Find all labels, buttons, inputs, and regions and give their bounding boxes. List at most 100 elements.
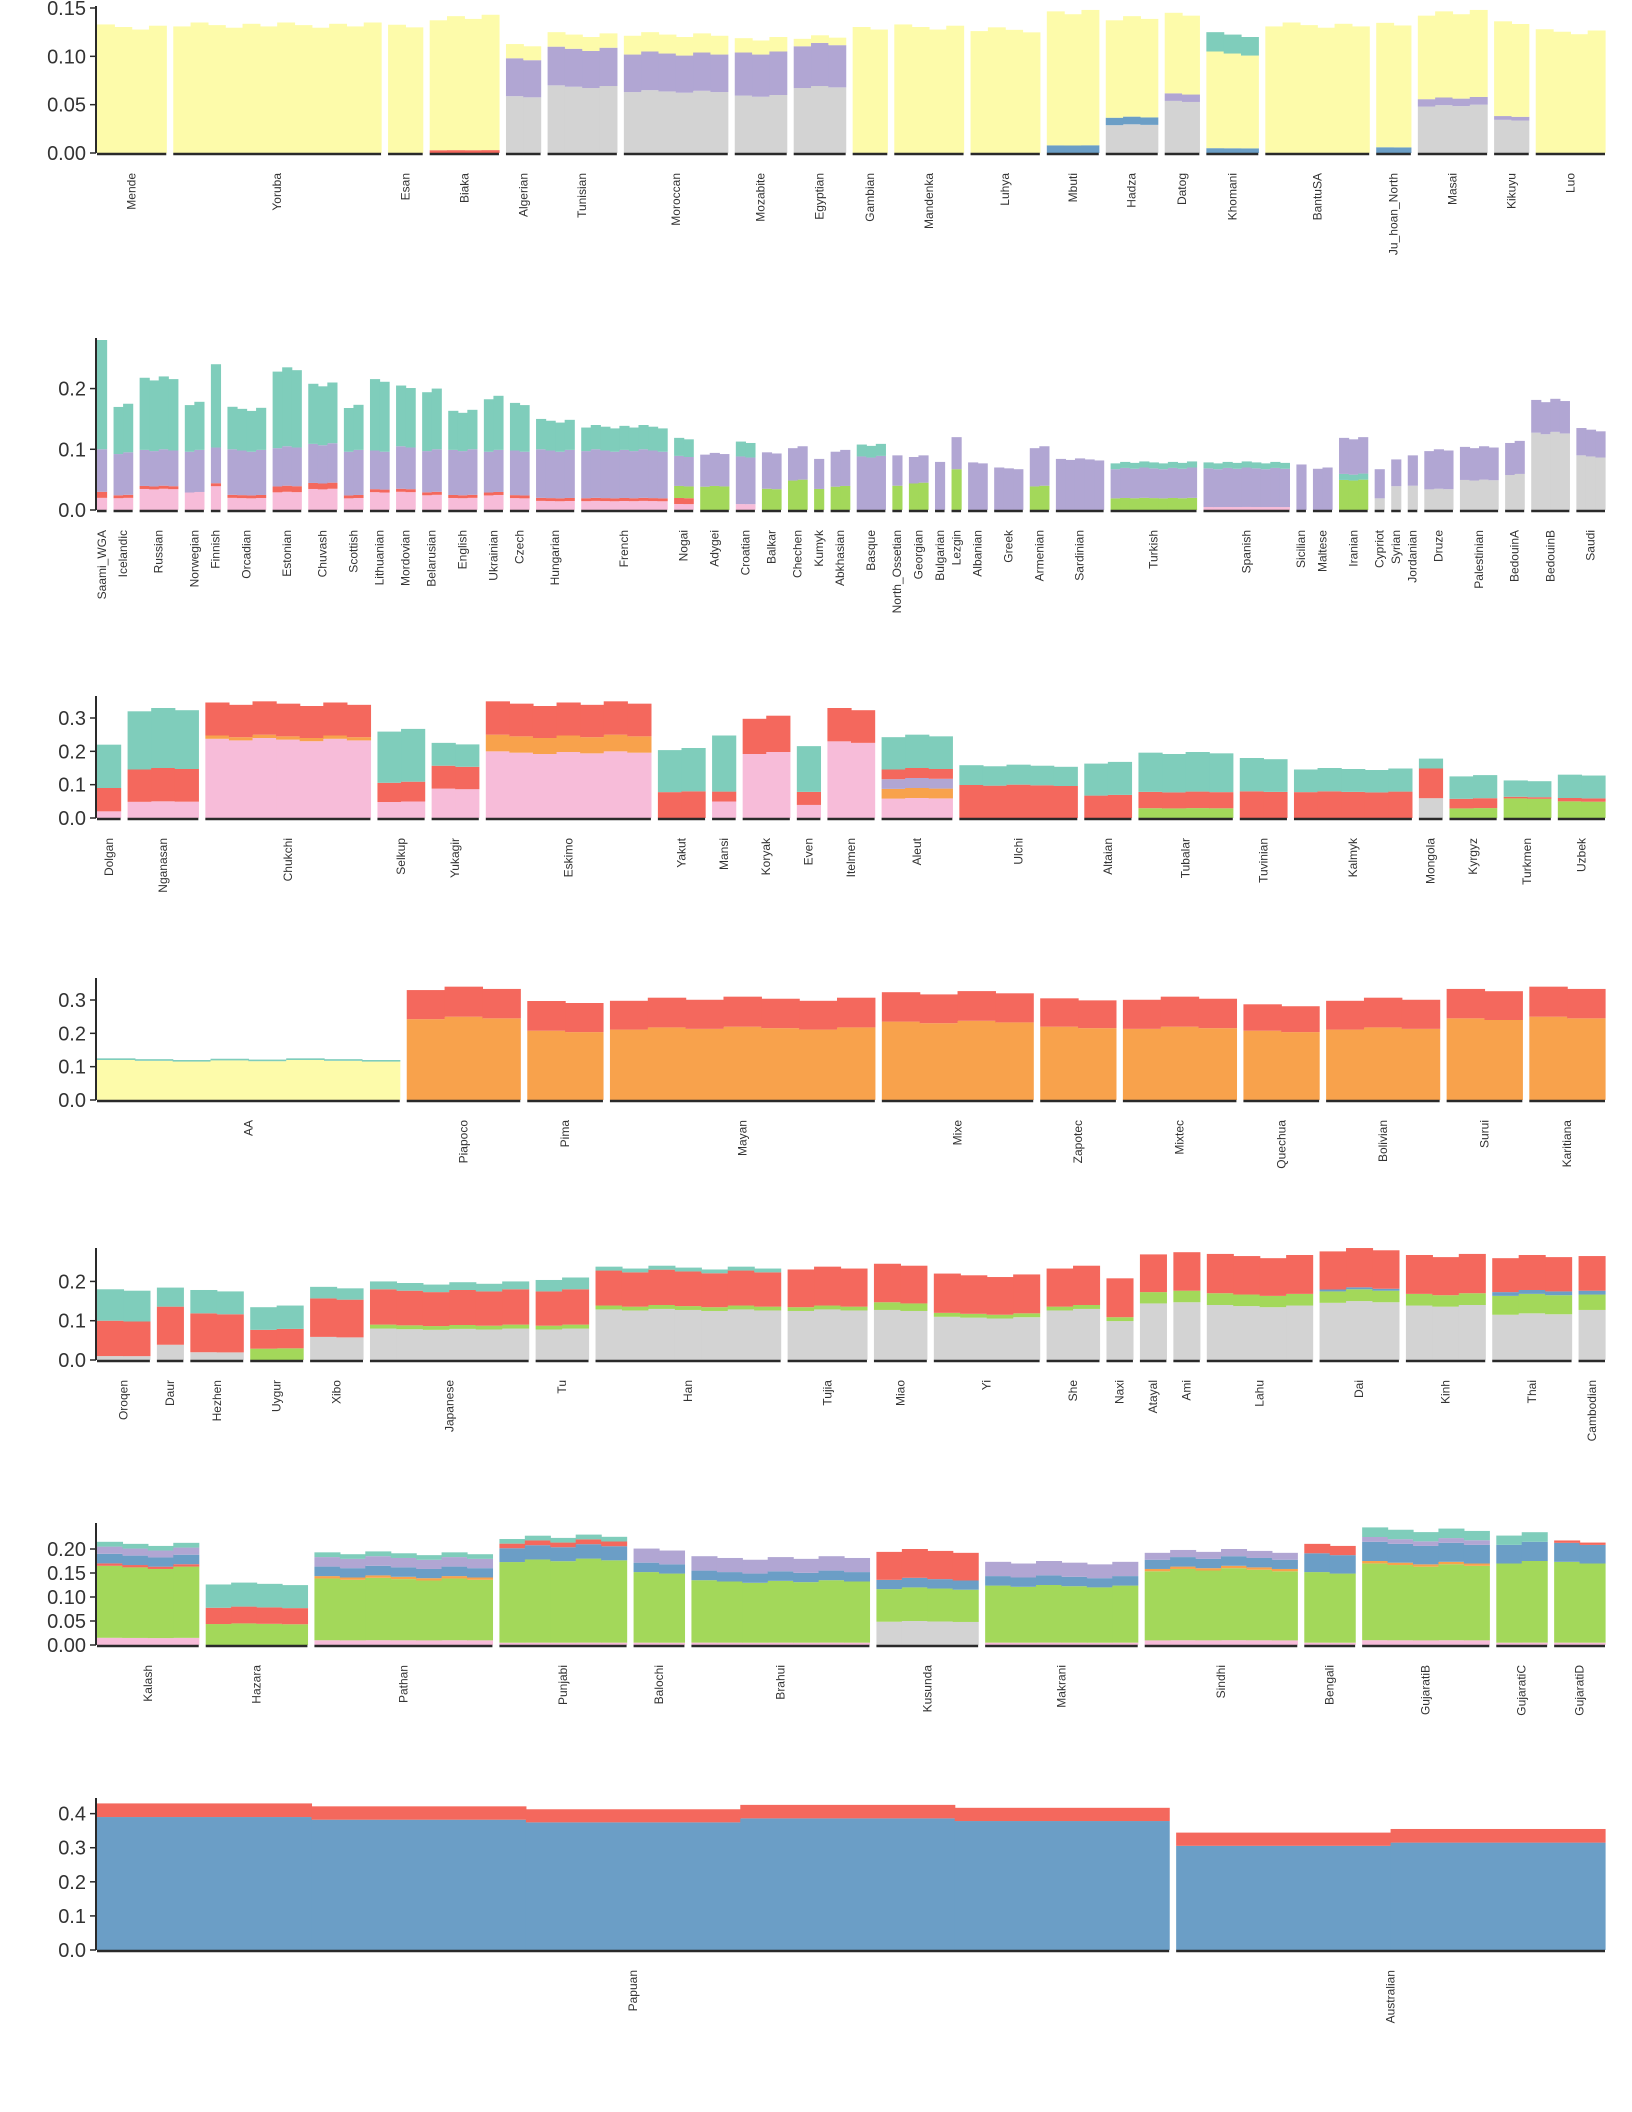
bar-segment-teal	[343, 408, 355, 452]
bar-segment-red	[123, 1321, 151, 1357]
bar-segment-lavender	[1559, 401, 1570, 434]
bar-segment-lavender	[483, 451, 495, 493]
bar-segment-teal	[151, 708, 176, 768]
group-label: Basque	[864, 530, 878, 571]
bar-segment-pink	[1170, 1640, 1197, 1645]
bar-segment-teal	[674, 437, 685, 456]
bar-segment-lavender	[379, 451, 390, 490]
bar-segment-yellow	[1299, 25, 1318, 153]
bar-segment-green	[952, 1589, 979, 1622]
bar-segment-teal	[190, 1289, 218, 1314]
bar-segment-red	[928, 769, 953, 779]
bar-segment-red	[1138, 791, 1163, 809]
bar-segment-teal	[982, 766, 1008, 786]
bar-segment-orange	[314, 1576, 341, 1579]
group-papuan: Papuan	[97, 1803, 1170, 2011]
group-label: Chechen	[791, 530, 805, 578]
bar-segment-teal	[210, 1058, 249, 1061]
bar-segment-lavender	[256, 449, 267, 495]
group-label: BantuSA	[1310, 173, 1324, 220]
bar-segment-green	[1362, 1563, 1389, 1641]
bar-segment-red	[638, 497, 649, 501]
bar-segment-pink	[353, 497, 364, 510]
bar-segment-red	[545, 498, 556, 502]
bar-segment-lavender	[149, 451, 160, 487]
bar-segment-red	[648, 498, 659, 502]
bar-segment-teal	[210, 364, 222, 448]
bar-segment-teal	[550, 1537, 577, 1543]
group-label: Georgian	[911, 530, 925, 579]
bar-segment-blue	[1319, 1289, 1347, 1292]
group-label: Chukchi	[281, 838, 295, 881]
bar-segment-green	[1162, 808, 1187, 818]
bar-segment-red	[960, 1275, 988, 1314]
bar-segment-teal	[172, 1060, 212, 1062]
bar-segment-lavender	[1540, 402, 1551, 435]
bar-segment-yellow	[1435, 11, 1454, 98]
bar-segment-lavender	[719, 454, 730, 487]
group-maltese: Maltese	[1312, 467, 1333, 572]
bar-segment-blue	[1362, 1541, 1389, 1561]
bar-segment-lavender	[173, 1547, 200, 1555]
bar-segment-grey	[960, 1317, 988, 1360]
bar-segment-lavender	[1167, 467, 1179, 498]
bar-segment-green	[1138, 808, 1163, 818]
bar-segment-green	[1496, 1563, 1523, 1643]
bar-segment-green	[633, 1572, 660, 1643]
group-turkmen: Turkmen	[1503, 780, 1552, 885]
bar-segment-red	[276, 1328, 304, 1349]
bar-segment-blue	[1206, 148, 1225, 153]
bar-segment-green	[1581, 801, 1606, 818]
bar-segment-teal	[1158, 463, 1169, 470]
bar-segment-grey	[1443, 489, 1454, 510]
bar-segment-red	[1388, 791, 1413, 818]
group-mordovian: Mordovian	[396, 385, 416, 586]
bar-segment-blue	[1046, 145, 1065, 153]
group-icelandic: Icelandic	[113, 403, 134, 577]
bar-segment-red	[1401, 999, 1441, 1029]
bar-segment-red	[1106, 1278, 1134, 1318]
group-label: Kikuyu	[1504, 173, 1518, 209]
bar-segment-lavender	[828, 45, 847, 88]
bar-segment-grey	[1469, 104, 1488, 153]
bar-segment-pink	[194, 491, 205, 510]
bar-segment-orange	[995, 1022, 1034, 1100]
bar-segment-teal	[139, 377, 150, 450]
bar-segment-lavender	[1086, 1564, 1113, 1579]
bar-segment-teal	[1148, 462, 1159, 469]
group-label: Lezgin	[949, 530, 963, 565]
bar-segment-lavender	[830, 451, 841, 487]
bar-segment-green	[844, 1581, 871, 1643]
bar-segment-yellow	[1046, 11, 1065, 146]
bar-segment-grey	[1433, 488, 1444, 510]
bar-segment-lavender	[716, 1557, 743, 1573]
bar-segment-blue	[1346, 1287, 1374, 1290]
bar-segment-green	[1148, 498, 1159, 510]
bar-segment-pink	[377, 802, 402, 818]
bar-segment-pink	[1232, 507, 1243, 510]
bar-segment-grey	[599, 86, 618, 153]
group-greek: Greek	[994, 467, 1024, 563]
bar-segment-grey	[1469, 480, 1480, 510]
bar-segment-lavender	[1312, 468, 1324, 510]
group-label: Croatian	[738, 530, 752, 575]
group-luhya: Luhya	[970, 27, 1041, 206]
bar-segment-red	[147, 1566, 174, 1569]
bar-segment-lavender	[881, 779, 906, 789]
bar-segment-teal	[524, 1535, 551, 1541]
bar-segment-lavender	[505, 58, 524, 97]
bar-segment-blue	[1372, 1288, 1400, 1291]
bar-segment-lavender	[1055, 458, 1067, 510]
bar-segment-yellow	[324, 1060, 363, 1100]
group-tunisian: Tunisian	[547, 32, 618, 218]
group-cypriot: Cypriot	[1372, 469, 1386, 568]
bar-segment-pink	[633, 1642, 660, 1645]
bar-segment-blue	[1578, 1290, 1606, 1295]
group-croatian: Croatian	[735, 441, 756, 575]
bar-segment-pink	[691, 1642, 718, 1645]
bar-segment-pink	[228, 740, 254, 818]
bar-segment-yellow	[505, 44, 524, 59]
bar-segment-green	[1545, 1295, 1573, 1315]
group-bedouinb: BedouinB	[1531, 398, 1570, 582]
